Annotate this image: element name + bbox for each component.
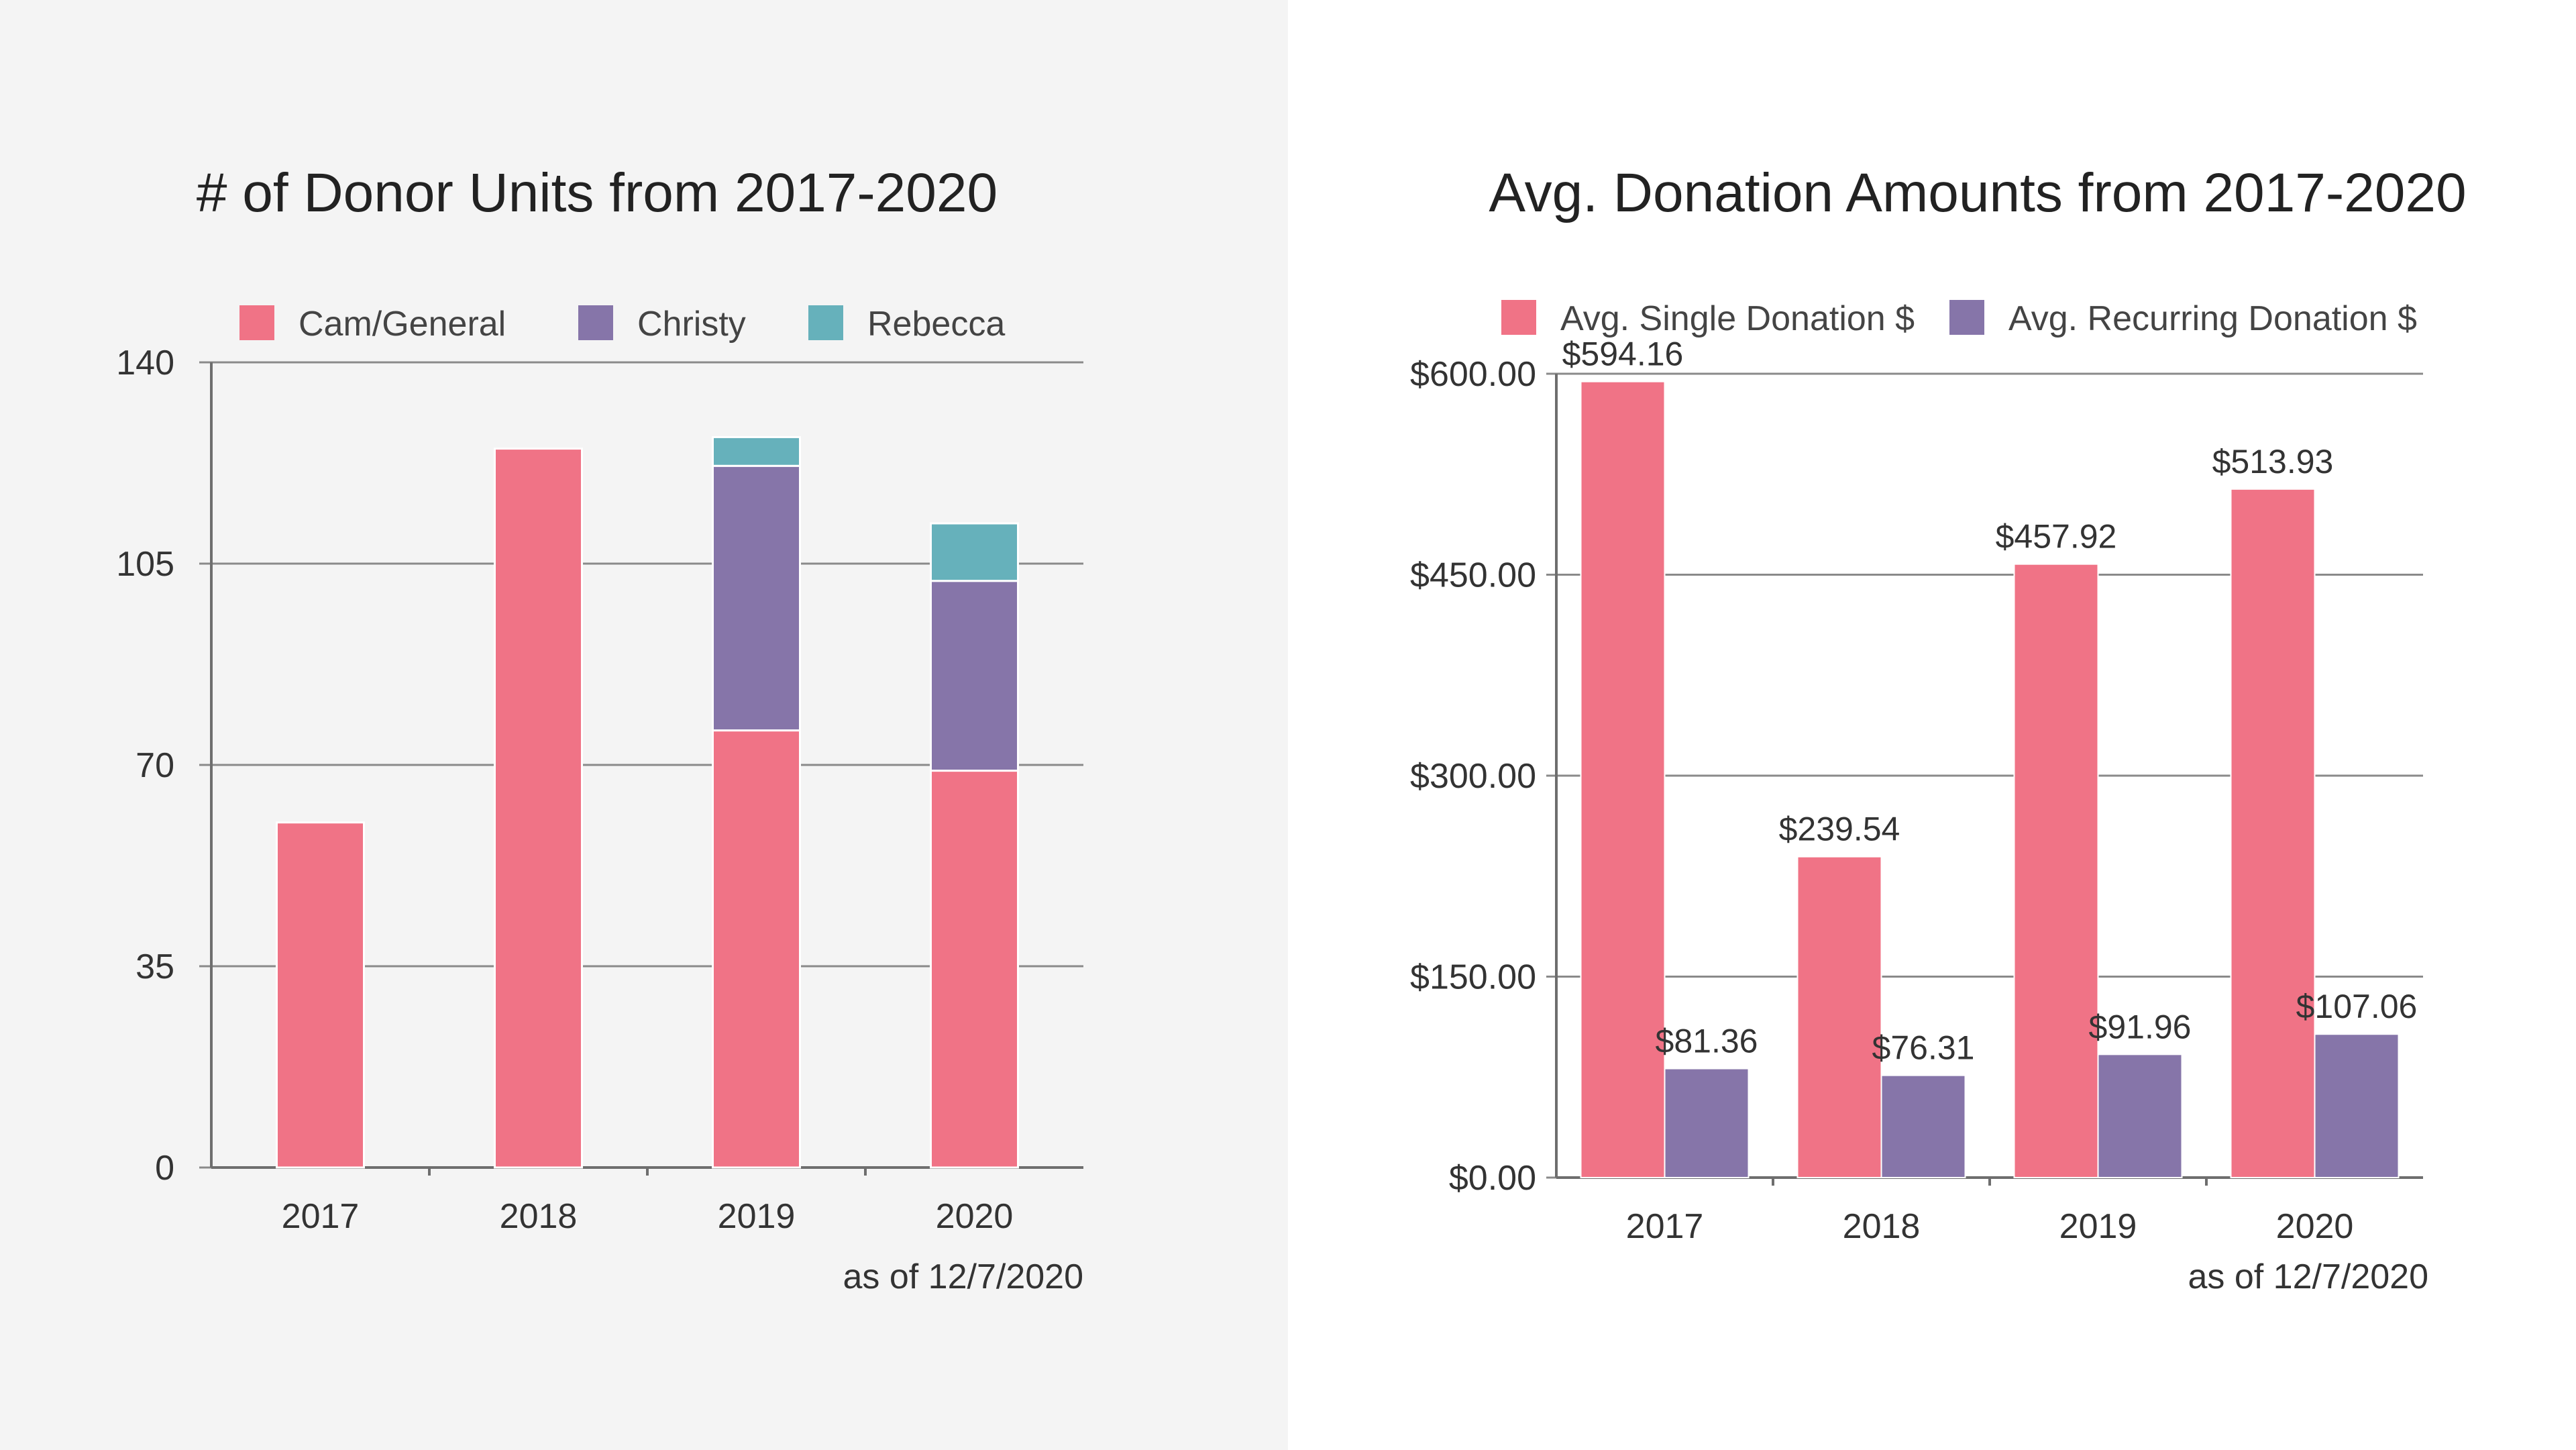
data-label: $76.31 (1872, 1029, 1975, 1067)
x-tick-label: 2020 (936, 1197, 1014, 1236)
donor-units-panel: # of Donor Units from 2017-2020 0 35 70 105… (0, 0, 1288, 1450)
legend-label: Avg. Single Donation $ (1560, 299, 1915, 338)
x-tick-label: 2017 (282, 1197, 360, 1236)
y-tick-label: $0.00 (1449, 1159, 1536, 1198)
y-tick-label: $600.00 (1410, 355, 1536, 394)
as-of-note: as of 12/7/2020 (843, 1257, 1083, 1296)
legend-label: Avg. Recurring Donation $ (2008, 299, 2417, 338)
bar-segment (930, 522, 1019, 582)
y-tick-label: $450.00 (1410, 556, 1536, 595)
bar (1796, 856, 1882, 1179)
x-tick-label: 2019 (2059, 1207, 2137, 1246)
bar-segment (494, 448, 583, 1169)
bar-segment (712, 464, 801, 732)
bar (2314, 1033, 2400, 1178)
legend-label: Christy (637, 305, 746, 344)
bar-segment (930, 770, 1019, 1169)
avg-donation-chart: Avg. Donation Amounts from 2017-2020 $59… (1410, 162, 2467, 1296)
y-tick-label: 70 (136, 746, 174, 785)
y-tick-label: 140 (116, 344, 174, 382)
data-label: $239.54 (1779, 811, 1900, 848)
legend-label: Rebecca (867, 305, 1005, 344)
bar-segment (712, 435, 801, 467)
data-label: $457.92 (1996, 518, 2117, 556)
y-tick-label: 105 (116, 545, 174, 584)
y-tick-label: $300.00 (1410, 757, 1536, 796)
y-tick-label: 0 (155, 1149, 174, 1188)
x-tick-label: 2018 (1843, 1207, 1921, 1246)
legend-swatch (578, 305, 613, 340)
x-tick-label: 2018 (500, 1197, 578, 1236)
data-label: $513.93 (2212, 443, 2334, 480)
bar (1880, 1074, 1966, 1179)
legend-swatch (808, 305, 843, 340)
data-label: $107.06 (2296, 988, 2418, 1025)
chart-title: # of Donor Units from 2017-2020 (197, 162, 998, 223)
legend-swatch (1501, 300, 1536, 335)
avg-donation-panel: Avg. Donation Amounts from 2017-2020 $59… (1288, 0, 2576, 1450)
y-tick-label: 35 (136, 947, 174, 986)
data-label: $594.16 (1562, 335, 1684, 373)
data-label: $91.96 (2089, 1008, 2192, 1045)
donor-units-chart: # of Donor Units from 2017-2020 0 35 70 105… (116, 162, 1083, 1296)
bar (1664, 1068, 1750, 1178)
bar (2013, 563, 2099, 1178)
legend-swatch (1949, 300, 1984, 335)
x-tick-label: 2020 (2276, 1207, 2354, 1246)
chart-title: Avg. Donation Amounts from 2017-2020 (1489, 162, 2466, 223)
as-of-note: as of 12/7/2020 (2188, 1257, 2428, 1296)
y-tick-label: $150.00 (1410, 958, 1536, 997)
bar (1580, 380, 1666, 1178)
bar (2230, 488, 2316, 1178)
data-label: $81.36 (1656, 1023, 1758, 1060)
bar-segment (930, 580, 1019, 772)
legend-swatch (239, 305, 274, 340)
x-tick-label: 2017 (1626, 1207, 1704, 1246)
bar-segment (712, 729, 801, 1169)
x-tick-label: 2019 (718, 1197, 796, 1236)
legend-label: Cam/General (299, 305, 506, 344)
bar-segment (276, 821, 365, 1169)
bar (2097, 1053, 2183, 1178)
